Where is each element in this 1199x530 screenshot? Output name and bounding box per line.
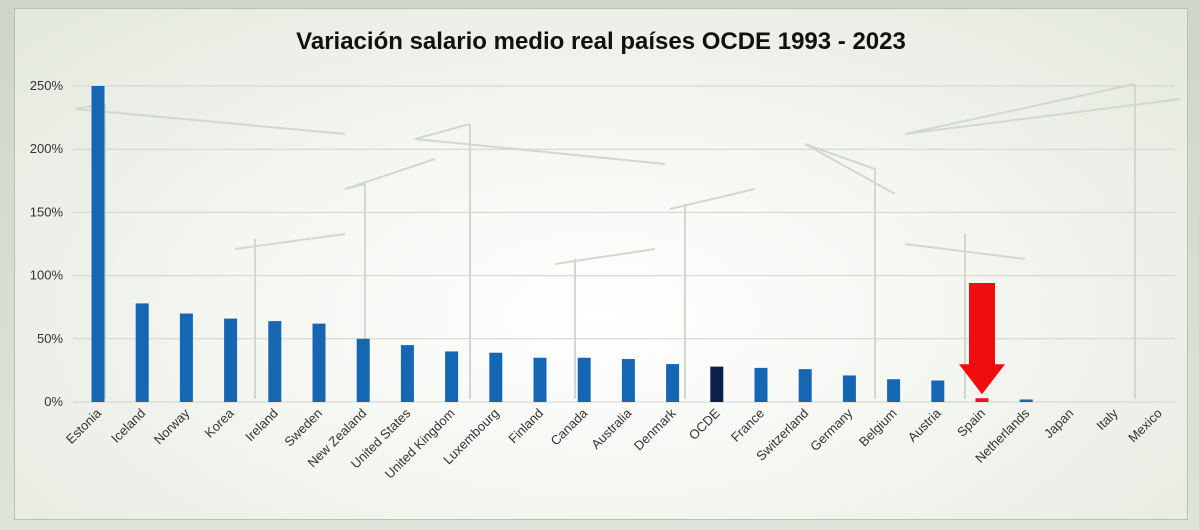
bar-belgium <box>887 379 901 402</box>
x-tick-label: Australia <box>588 405 635 452</box>
chart-panel: Variación salario medio real países OCDE… <box>14 8 1188 520</box>
red-down-arrow-annotation <box>959 283 1005 395</box>
bar-netherlands <box>1019 399 1033 402</box>
x-tick-label: Sweden <box>281 406 325 450</box>
bar-australia <box>621 359 635 402</box>
x-tick-label: Mexico <box>1125 406 1165 446</box>
bar-switzerland <box>798 369 812 402</box>
chart-title: Variación salario medio real países OCDE… <box>296 28 906 55</box>
bar-luxembourg <box>489 352 503 402</box>
gridlines <box>73 85 1175 403</box>
y-axis-ticks: 0% 50% 100% 150% 200% 250% <box>30 78 64 409</box>
x-tick-label: Belgium <box>856 406 900 450</box>
y-tick-label: 50% <box>37 331 63 346</box>
bar-spain <box>975 398 989 402</box>
x-tick-label: Ireland <box>242 406 281 445</box>
bar-austria <box>931 380 945 402</box>
x-tick-label: OCDE <box>686 405 723 442</box>
y-tick-label: 100% <box>30 268 64 283</box>
bar-germany <box>842 375 856 402</box>
bar-united-states <box>400 345 414 402</box>
bar-norway <box>179 313 193 402</box>
bar-canada <box>577 357 591 402</box>
x-tick-label: Germany <box>807 405 856 454</box>
bar-estonia <box>91 86 105 402</box>
x-tick-label: Norway <box>151 405 193 447</box>
x-tick-label: Austria <box>905 405 945 445</box>
x-tick-label: Spain <box>954 406 988 440</box>
x-tick-label: France <box>728 406 767 445</box>
bar-finland <box>533 357 547 402</box>
x-tick-label: Finland <box>505 406 546 447</box>
bars <box>91 86 1033 402</box>
bar-united-kingdom <box>445 351 459 402</box>
x-tick-label: Japan <box>1041 406 1077 442</box>
bar-denmark <box>666 364 680 402</box>
x-tick-label: Iceland <box>108 406 148 446</box>
bar-korea <box>224 318 238 402</box>
y-tick-label: 0% <box>44 394 63 409</box>
bar-new-zealand <box>356 338 370 402</box>
bar-sweden <box>312 323 326 402</box>
bar-ocde <box>710 366 724 402</box>
annotations <box>959 283 1005 395</box>
x-tick-label: Canada <box>548 405 591 448</box>
x-tick-label: Estonia <box>63 405 105 447</box>
x-tick-label: Italy <box>1093 405 1121 433</box>
y-tick-label: 150% <box>30 204 64 219</box>
bar-france <box>754 367 768 402</box>
bar-ireland <box>268 321 282 402</box>
x-tick-label: Korea <box>202 405 238 441</box>
background-cranes-illustration <box>74 83 1181 399</box>
x-tick-label: Denmark <box>631 405 679 453</box>
bar-chart: Variación salario medio real países OCDE… <box>30 28 1181 482</box>
y-tick-label: 250% <box>30 78 64 93</box>
x-axis-ticks: Estonia Iceland Norway Korea Ireland SwedenNe… <box>63 405 1165 482</box>
bar-iceland <box>135 303 149 402</box>
y-tick-label: 200% <box>30 141 64 156</box>
